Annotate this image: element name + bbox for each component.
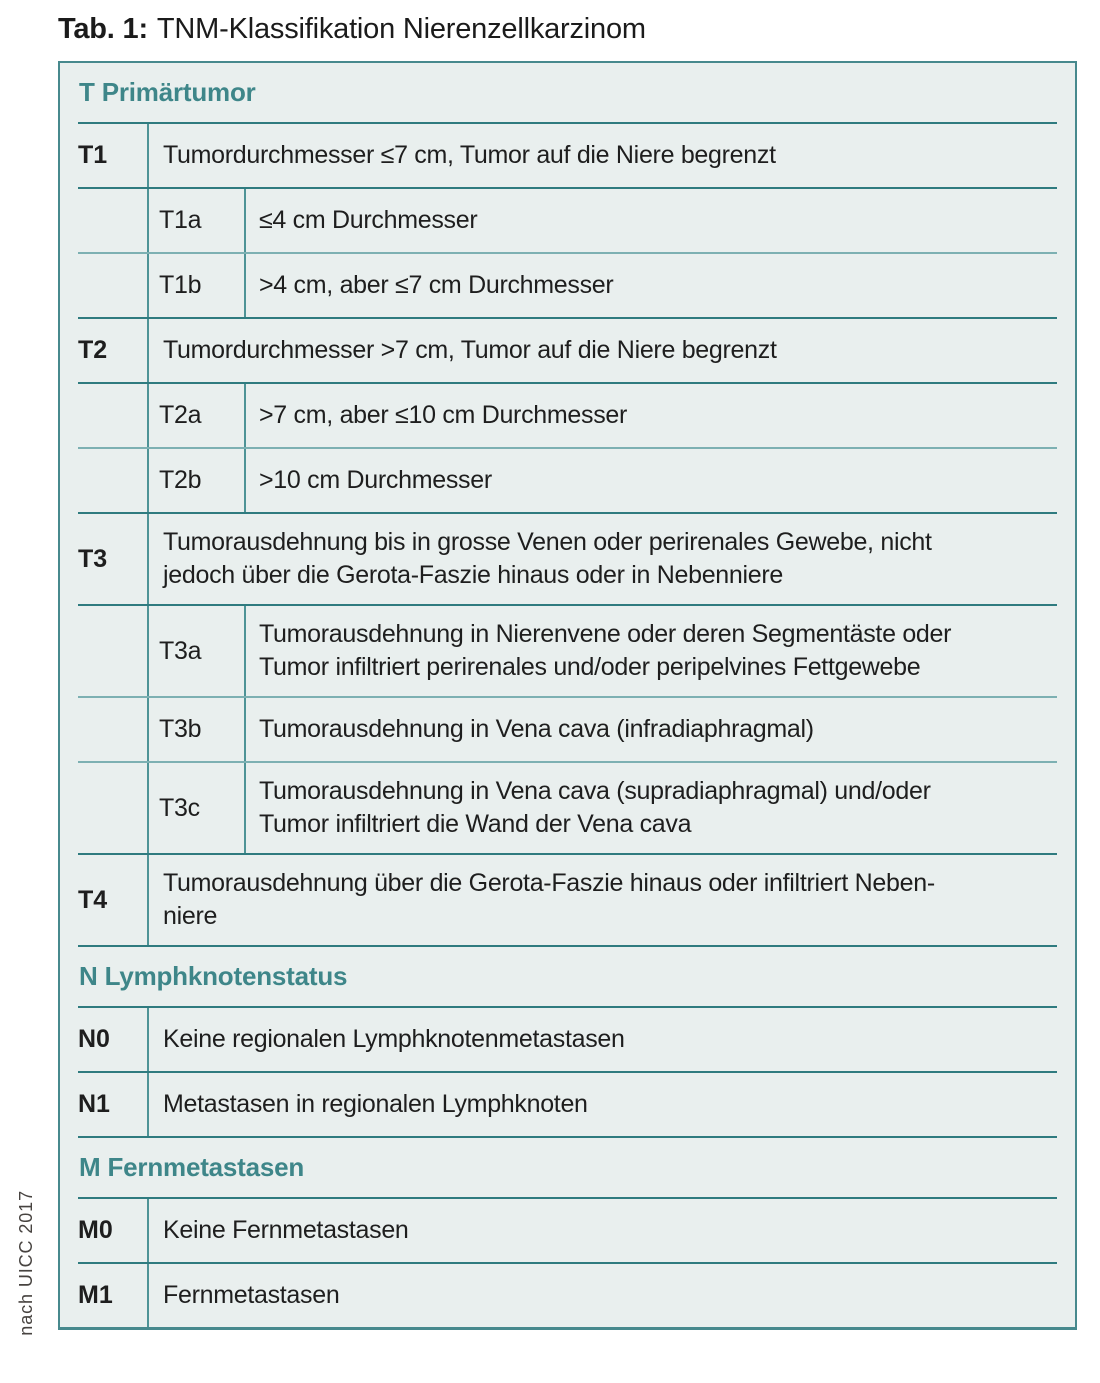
table-row: N1 Metastasen in regionalen Lymphknoten: [78, 1071, 1057, 1136]
row-subcode: T1a: [147, 189, 244, 252]
row-code: N1: [78, 1090, 110, 1118]
row-code-spacer: [78, 763, 147, 853]
row-description: ≤4 cm Durchmesser: [244, 189, 1057, 252]
table-row: T3c Tumorausdehnung in Vena cava (supradi…: [78, 761, 1057, 853]
section-header: N Lymphknotenstatus: [78, 945, 1057, 1006]
table-row: T1b >4 cm, aber ≤7 cm Durchmesser: [78, 252, 1057, 317]
source-note: nach UICC 2017: [16, 1190, 36, 1336]
row-description: >10 cm Durchmesser: [244, 449, 1057, 512]
tnm-table: T Primärtumor T1 Tumordurchmesser ≤7 cm, T…: [58, 61, 1077, 1330]
table-row: M0 Keine Fernmetastasen: [78, 1197, 1057, 1262]
row-code: T3: [78, 544, 108, 573]
table-row: T4 Tumorausdehnung über die Gerota-Faszie…: [78, 853, 1057, 945]
section-header: M Fernmetastasen: [78, 1136, 1057, 1197]
row-code-spacer: [78, 189, 147, 252]
row-code-spacer: [78, 449, 147, 512]
row-description: Tumorausdehnung in Vena cava (supradiaph…: [244, 763, 1057, 853]
row-description: Tumorausdehnung in Nierenvene oder deren…: [244, 606, 1057, 696]
row-subcode: T3b: [147, 698, 244, 761]
row-code: N0: [78, 1025, 110, 1053]
table-row: T3b Tumorausdehnung in Vena cava (infradi…: [78, 696, 1057, 761]
row-description: Metastasen in regionalen Lymphknoten: [147, 1073, 1057, 1136]
row-description: Tumordurchmesser >7 cm, Tumor auf die Ni…: [147, 319, 1057, 382]
table-row: M1 Fernmetastasen: [78, 1262, 1057, 1327]
row-description: Tumorausdehnung in Vena cava (infradiaph…: [244, 698, 1057, 761]
row-code: T2: [78, 336, 108, 364]
row-code-spacer: [78, 254, 147, 317]
row-description: Tumorausdehnung über die Gerota-Faszie h…: [147, 855, 1057, 945]
row-code-spacer: [78, 606, 147, 696]
section-header: T Primärtumor: [79, 77, 256, 107]
table-row: T2a >7 cm, aber ≤10 cm Durchmesser: [78, 382, 1057, 447]
row-description: >4 cm, aber ≤7 cm Durchmesser: [244, 254, 1057, 317]
table-title-label: Tab. 1:: [58, 13, 148, 45]
row-description: Tumorausdehnung bis in grosse Venen oder…: [147, 514, 1057, 604]
row-subcode: T2b: [147, 449, 244, 512]
row-description: Keine Fernmetastasen: [147, 1199, 1057, 1262]
row-description: Fernmetastasen: [147, 1264, 1057, 1327]
row-subcode: T3c: [147, 763, 244, 853]
row-code: M1: [78, 1281, 113, 1309]
table-row: T1 Tumordurchmesser ≤7 cm, Tumor auf die …: [78, 122, 1057, 187]
table-row: T2b >10 cm Durchmesser: [78, 447, 1057, 512]
table-row: T3a Tumorausdehnung in Nierenvene oder de…: [78, 604, 1057, 696]
row-code-spacer: [78, 384, 147, 447]
row-subcode: T2a: [147, 384, 244, 447]
row-code: T1: [78, 141, 108, 169]
row-subcode: T1b: [147, 254, 244, 317]
row-code-spacer: [78, 698, 147, 761]
row-description: Tumordurchmesser ≤7 cm, Tumor auf die Ni…: [147, 124, 1057, 187]
table-title-text: TNM-Klassifikation Nierenzellkarzinom: [156, 13, 646, 45]
row-code: T4: [78, 885, 108, 914]
tnm-table-body: T Primärtumor T1 Tumordurchmesser ≤7 cm, T…: [60, 63, 1075, 1327]
table-row: T1a ≤4 cm Durchmesser: [78, 187, 1057, 252]
table-title: Tab. 1: TNM-Klassifikation Nierenzellkarz…: [58, 13, 646, 46]
row-description: >7 cm, aber ≤10 cm Durchmesser: [244, 384, 1057, 447]
row-description: Keine regionalen Lymphknotenmetastasen: [147, 1008, 1057, 1071]
table-row: N0 Keine regionalen Lymphknotenmetastasen: [78, 1006, 1057, 1071]
row-subcode: T3a: [147, 606, 244, 696]
row-code: M0: [78, 1216, 113, 1244]
table-row: T2 Tumordurchmesser >7 cm, Tumor auf die …: [78, 317, 1057, 382]
table-row: T3 Tumorausdehnung bis in grosse Venen od…: [78, 512, 1057, 604]
